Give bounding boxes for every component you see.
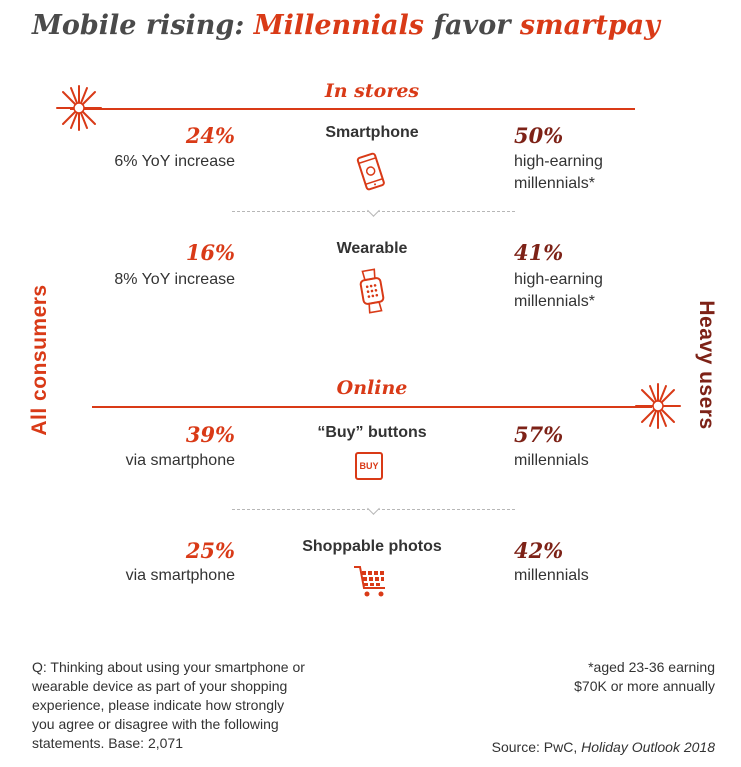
online-divider xyxy=(92,406,652,408)
section-label-in-stores: In stores xyxy=(324,80,420,102)
smartwatch-icon xyxy=(359,268,385,314)
smartphone-icon xyxy=(356,152,385,191)
shopping-cart-icon xyxy=(354,566,385,597)
question-line: experience, please indicate how strongly xyxy=(32,697,285,713)
shoppable-photos-heavy-users-text: millennials xyxy=(514,565,674,587)
smartphone-all-consumers-pct: 24% xyxy=(185,123,235,148)
starburst-icon xyxy=(56,85,102,131)
wearable-all-consumers-text: 8% YoY increase xyxy=(114,271,235,288)
chevron-down-icon xyxy=(367,204,380,217)
smartphone-heavy-users-line1: high-earning xyxy=(514,153,603,170)
asterisk-note-line: *aged 23-36 earning xyxy=(588,659,715,675)
asterisk-note-line: $70K or more annually xyxy=(574,678,715,694)
title-highlight-millennials: Millennials xyxy=(253,10,424,41)
smartphone-heavy-users-text: high-earning millennials* xyxy=(514,151,674,195)
question-line: statements. Base: 2,071 xyxy=(32,735,183,751)
shoppable-photos-label: Shoppable photos xyxy=(302,538,442,555)
buy-buttons-heavy-users-pct: 57% xyxy=(514,422,564,447)
source-credit: Source: PwC, Holiday Outlook 2018 xyxy=(492,739,715,755)
smartphone-heavy-users-pct: 50% xyxy=(514,123,564,148)
page-title: Mobile rising: Millennials favor smartpa… xyxy=(32,10,660,41)
section-label-online: Online xyxy=(336,377,408,399)
buy-buttons-heavy-users-text: millennials xyxy=(514,450,674,472)
source-prefix: Source: PwC, xyxy=(491,739,582,755)
question-line: you agree or disagree with the following xyxy=(32,716,279,732)
question-line: wearable device as part of your shopping xyxy=(32,678,288,694)
heavy-users-label: Heavy users xyxy=(695,300,718,430)
wearable-all-consumers-pct: 16% xyxy=(185,240,235,265)
question-line: Q: Thinking about using your smartphone … xyxy=(32,659,305,675)
shoppable-photos-all-consumers-text: via smartphone xyxy=(125,567,235,584)
title-highlight-smartpay: smartpay xyxy=(519,10,660,41)
buy-icon-text: BUY xyxy=(359,461,379,471)
wearable-heavy-users-pct: 41% xyxy=(514,240,564,265)
wearable-heavy-users-line1: high-earning xyxy=(514,271,603,288)
smartphone-heavy-users-line2: millennials* xyxy=(514,175,595,192)
smartphone-label: Smartphone xyxy=(325,124,419,141)
title-part1: Mobile rising: xyxy=(32,10,254,41)
buy-buttons-all-consumers-pct: 39% xyxy=(185,422,235,447)
all-consumers-label: All consumers xyxy=(28,284,51,436)
wearable-heavy-users-line2: millennials* xyxy=(514,293,595,310)
wearable-heavy-users-text: high-earning millennials* xyxy=(514,269,674,313)
shoppable-photos-heavy-users-pct: 42% xyxy=(514,538,564,563)
shoppable-photos-heavy-users-line1: millennials xyxy=(514,567,589,584)
title-part2: favor xyxy=(424,10,520,41)
buy-buttons-label: “Buy” buttons xyxy=(317,424,427,441)
survey-question-note: Q: Thinking about using your smartphone … xyxy=(32,658,392,753)
in-stores-divider xyxy=(70,108,635,110)
buy-buttons-all-consumers-text: via smartphone xyxy=(125,452,235,469)
source-title: Holiday Outlook 2018 xyxy=(581,739,715,755)
buy-buttons-heavy-users-line1: millennials xyxy=(514,452,589,469)
shoppable-photos-all-consumers-pct: 25% xyxy=(185,538,235,563)
buy-button-icon: BUY xyxy=(355,452,383,480)
starburst-icon xyxy=(635,383,681,429)
smartphone-all-consumers-text: 6% YoY increase xyxy=(114,153,235,170)
asterisk-note: *aged 23-36 earning $70K or more annuall… xyxy=(485,658,715,696)
chevron-down-icon xyxy=(367,502,380,515)
wearable-label: Wearable xyxy=(336,240,408,257)
